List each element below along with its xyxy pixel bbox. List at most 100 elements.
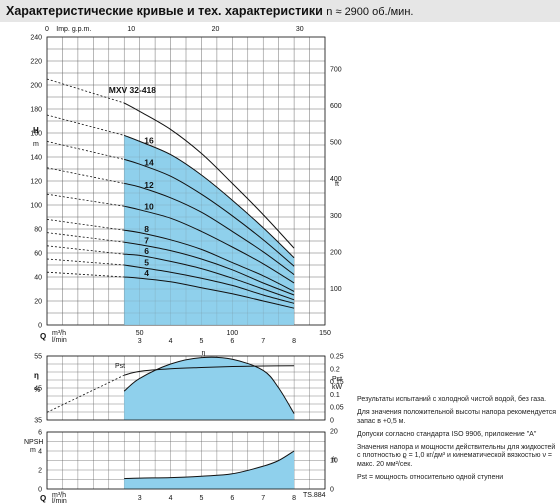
stage-label-12: 12: [144, 180, 154, 190]
model-label: MXV 32-418: [109, 85, 157, 95]
head-xtick: 3: [138, 338, 142, 345]
stage-label-5: 5: [144, 258, 149, 268]
title-text: Характеристические кривые и тех. характе…: [6, 4, 323, 18]
pst-ytick: 0.15: [330, 379, 344, 386]
eff-ytick: 45: [34, 386, 42, 393]
head-ytick: 0: [38, 323, 42, 330]
head-curve-dashed: [46, 114, 125, 136]
npsh-frame: [46, 431, 326, 490]
pst-ytick: 0.05: [330, 405, 344, 412]
head-curve-5: [124, 264, 295, 304]
head-ylabel: H: [33, 126, 39, 135]
head-xtick: 8: [292, 338, 296, 345]
pst-yunit: kW: [332, 384, 343, 391]
head-ytick: 140: [30, 155, 42, 162]
eta-curve: [123, 356, 295, 414]
head-curve-dashed: [46, 219, 125, 231]
gpm-tick: 0: [45, 26, 49, 33]
head-ytick: 60: [34, 251, 42, 258]
head-ytick-ft: 400: [330, 176, 342, 183]
head-curve-dashed: [46, 141, 125, 160]
pst-ytick: 0: [330, 418, 334, 425]
head-xtick-lmin: 100: [226, 330, 238, 337]
eff-yunit: %: [34, 387, 40, 394]
head-curve-dashed: [46, 193, 125, 207]
note-pst-definition: Pst = мощность относительно одной ступен…: [357, 474, 504, 482]
pst-ylabel: Pst: [332, 376, 342, 383]
npsh-yunit: m: [30, 447, 36, 454]
npsh-ylabel-ft: ft: [332, 457, 336, 464]
npsh-xtick: 3: [138, 495, 142, 502]
head-ytick-ft: 500: [330, 140, 342, 147]
head-curve-12: [124, 182, 295, 276]
npsh-ytick-ft: 10: [330, 458, 338, 465]
stage-label-6: 6: [144, 246, 149, 256]
head-ytick-ft: 200: [330, 249, 342, 256]
head-xtick-lmin: 50: [136, 330, 144, 337]
stage-label-4: 4: [144, 268, 149, 278]
head-curve-10: [124, 205, 295, 284]
head-ytick-ft: 600: [330, 103, 342, 110]
note-tolerances: Допуски согласно стандарта ISO 9906, при…: [357, 430, 537, 438]
header-bar: Характеристические кривые и тех. характе…: [0, 0, 560, 22]
head-ytick-ft: 300: [330, 213, 342, 220]
eff-frame: [46, 355, 326, 421]
head-curve-dashed: [46, 271, 125, 278]
notes-block: Результаты испытаний с холодной чистой в…: [357, 396, 557, 487]
npsh-xtick: 7: [261, 495, 265, 502]
npsh-ytick-ft: 20: [330, 429, 338, 436]
head-xunit-top: m³/h: [52, 330, 66, 337]
npsh-xtick: 8: [292, 495, 296, 502]
npsh-xtick: 5: [199, 495, 203, 502]
eff-ytick: 35: [34, 418, 42, 425]
corner-code: TS.884: [303, 492, 326, 499]
head-curve-envelope: [123, 102, 295, 249]
gpm-tick: 20: [212, 26, 220, 33]
page-title: Характеристические кривые и тех. характе…: [6, 4, 413, 18]
head-xlabel: Q: [40, 332, 46, 341]
pst-ytick: 0.2: [330, 366, 340, 373]
head-ytick: 200: [30, 83, 42, 90]
gpm-tick: 10: [127, 26, 135, 33]
note-npsh-margin: Для значения положительной высоты напора…: [357, 409, 557, 425]
npsh-ytick: 4: [38, 449, 42, 456]
head-curve-6: [124, 253, 295, 301]
head-ytick: 120: [30, 179, 42, 186]
gpm-tick: 30: [296, 26, 304, 33]
head-ytick: 160: [30, 131, 42, 138]
head-xtick: 6: [230, 338, 234, 345]
head-yunit: m: [33, 141, 39, 148]
head-curve-14: [124, 158, 295, 267]
head-ytick: 80: [34, 227, 42, 234]
head-curve-4: [124, 276, 295, 309]
gpm-label: Imp. g.p.m.: [56, 26, 91, 33]
head-xunit-bottom: l/min: [52, 337, 67, 344]
npsh-ytick-ft: 0: [330, 487, 334, 494]
eff-area: [124, 357, 295, 420]
eff-ylabel: η: [34, 371, 39, 380]
head-xtick: 7: [261, 338, 265, 345]
head-curve-8: [124, 229, 295, 292]
npsh-ytick: 6: [38, 430, 42, 437]
head-xtick: 5: [199, 338, 203, 345]
npsh-ylabel: NPSH: [24, 439, 43, 446]
npsh-ytick: 2: [38, 468, 42, 475]
stage-label-14: 14: [144, 158, 154, 168]
npsh-curve: [124, 450, 295, 480]
head-curve-dashed: [46, 258, 125, 266]
head-curve-dashed: [46, 167, 125, 184]
note-density-viscosity: Значения напора и мощности действительны…: [357, 443, 556, 469]
head-ytick-ft: 100: [330, 286, 342, 293]
head-ytick: 100: [30, 203, 42, 210]
head-xtick-lmin: 150: [319, 330, 331, 337]
npsh-xunit-top: m³/h: [52, 492, 66, 499]
pst-ytick: 0.25: [330, 354, 344, 361]
head-ylabel-ft: ft: [335, 181, 339, 188]
head-curve-dashed: [46, 78, 125, 104]
npsh-area: [124, 451, 295, 489]
npsh-xlabel: Q: [40, 494, 46, 503]
